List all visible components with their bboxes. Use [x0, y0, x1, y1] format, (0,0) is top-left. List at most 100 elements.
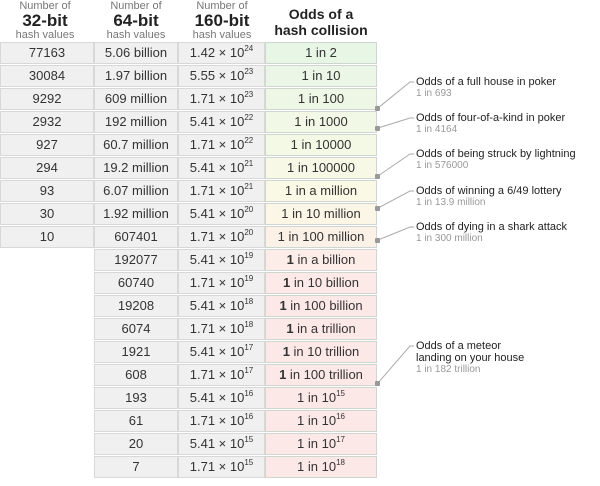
cell-160bit-mantissa: 1.42 × 10: [189, 45, 245, 60]
header-32bit-pre: Number of: [19, 0, 71, 12]
cell-64bit: 60.7 million: [94, 134, 178, 156]
cell-160bit-mantissa: 5.41 × 10: [189, 252, 245, 267]
cell-odds-text: in a billion: [293, 252, 356, 267]
cell-160bit: 1.71 × 1019: [178, 272, 265, 294]
cell-odds-text: in 100 billion: [286, 298, 363, 313]
cell-odds-text: 1 in 10 million: [281, 206, 361, 221]
annotation-marker: [375, 381, 380, 386]
annotation-odds: 1 in 300 million: [416, 233, 483, 244]
annotation: Odds of being struck by lightning 1 in 57…: [416, 148, 600, 172]
cell-160bit-mantissa: 1.71 × 10: [189, 183, 245, 198]
connector-line: [377, 226, 414, 241]
cell-160bit-exponent: 21: [244, 182, 254, 191]
annotation-marker: [375, 106, 380, 111]
cell-64bit: 6.07 million: [94, 180, 178, 202]
cell-odds-bold: 1: [286, 252, 294, 267]
cell-160bit-exponent: 16: [244, 412, 254, 421]
header-32bit-title: 32-bit: [22, 11, 68, 30]
cell-160bit-exponent: 24: [244, 44, 254, 53]
annotation-marker: [375, 206, 380, 211]
header-32bit-post: hash values: [15, 29, 75, 41]
cell-160bit-exponent: 20: [244, 205, 254, 214]
annotation-title: Odds of winning a 6/49 lottery: [416, 185, 562, 197]
cell-odds: 1 in 100: [265, 88, 377, 110]
cell-odds: 1 in 100 trillion: [265, 364, 377, 386]
cell-160bit-mantissa: 1.71 × 10: [189, 413, 245, 428]
cell-odds: 1 in a million: [265, 180, 377, 202]
header-64bit-pre: Number of: [110, 0, 162, 12]
header-64bit-post: hash values: [106, 29, 166, 41]
cell-odds: 1 in 10 trillion: [265, 341, 377, 363]
annotation-marker: [375, 174, 380, 179]
cell-160bit-mantissa: 1.71 × 10: [189, 137, 245, 152]
annotation-title: Odds of being struck by lightning: [416, 148, 576, 160]
cell-odds: 1 in 100 billion: [265, 295, 377, 317]
cell-32bit: 9292: [0, 88, 94, 110]
cell-160bit-mantissa: 5.41 × 10: [189, 206, 245, 221]
connector-line: [377, 153, 414, 177]
header-64bit-title: 64-bit: [113, 11, 159, 30]
cell-160bit-exponent: 22: [244, 136, 254, 145]
cell-160bit-exponent: 15: [244, 435, 254, 444]
cell-160bit: 1.71 × 1016: [178, 410, 265, 432]
cell-odds-text: in 10 trillion: [289, 344, 360, 359]
cell-32bit: 294: [0, 157, 94, 179]
cell-64bit: 7: [94, 456, 178, 478]
cell-odds-text: 1 in 100000: [287, 160, 355, 175]
cell-odds-exponent: 17: [336, 435, 345, 444]
cell-odds-text: 1 in 10: [297, 390, 337, 405]
header-160bit-pre: Number of: [196, 0, 248, 12]
header-odds: Odds of a hash collision: [266, 0, 376, 40]
cell-odds-text: 1 in 100 million: [277, 229, 365, 244]
cell-160bit-mantissa: 1.71 × 10: [189, 275, 245, 290]
annotation: Odds of dying in a shark attack 1 in 300 …: [416, 221, 600, 245]
annotation-odds: 1 in 693: [416, 88, 452, 99]
cell-64bit: 60740: [94, 272, 178, 294]
header-160bit-post: hash values: [192, 29, 252, 41]
cell-160bit: 1.71 × 1017: [178, 364, 265, 386]
cell-160bit-exponent: 18: [244, 297, 254, 306]
annotation: Odds of a full house in poker 1 in 693: [416, 76, 600, 100]
cell-160bit-exponent: 18: [244, 320, 254, 329]
annotation: Odds of four-of-a-kind in poker 1 in 4164: [416, 112, 600, 136]
cell-160bit: 5.41 × 1021: [178, 157, 265, 179]
connector-line: [377, 117, 414, 129]
cell-64bit: 1.97 billion: [94, 65, 178, 87]
cell-odds-bold: 1: [282, 344, 290, 359]
cell-odds-bold: 1: [279, 298, 287, 313]
cell-160bit-mantissa: 1.71 × 10: [189, 91, 245, 106]
cell-160bit-exponent: 19: [244, 251, 254, 260]
cell-160bit-mantissa: 1.71 × 10: [189, 229, 245, 244]
cell-odds: 1 in 1015: [265, 387, 377, 409]
annotation-marker: [375, 238, 380, 243]
cell-odds-exponent: 15: [336, 389, 345, 398]
header-64bit: Number of 64-bit hash values: [94, 0, 178, 41]
cell-160bit-exponent: 22: [244, 113, 254, 122]
header-160bit: Number of 160-bit hash values: [180, 0, 264, 41]
cell-160bit-mantissa: 5.41 × 10: [189, 390, 245, 405]
cell-160bit: 1.71 × 1020: [178, 226, 265, 248]
cell-160bit: 5.41 × 1018: [178, 295, 265, 317]
cell-odds-text: 1 in a million: [284, 183, 358, 198]
annotation: Odds of a meteor landing on your house 1 i…: [416, 340, 600, 376]
cell-32bit: 10: [0, 226, 94, 248]
cell-32bit: 927: [0, 134, 94, 156]
cell-160bit-exponent: 20: [244, 228, 254, 237]
annotation-title: Odds of a meteor: [416, 340, 501, 352]
connector-line: [377, 190, 414, 209]
cell-odds: 1 in 10000: [265, 134, 377, 156]
cell-160bit-exponent: 17: [244, 343, 254, 352]
cell-160bit: 1.42 × 1024: [178, 42, 265, 64]
cell-odds: 1 in 1016: [265, 410, 377, 432]
cell-64bit: 20: [94, 433, 178, 455]
cell-odds: 1 in a trillion: [265, 318, 377, 340]
cell-64bit: 193: [94, 387, 178, 409]
cell-160bit-mantissa: 5.41 × 10: [189, 436, 245, 451]
cell-odds-text: 1 in 10: [301, 68, 341, 83]
connector-line: [377, 345, 414, 384]
cell-160bit: 5.41 × 1017: [178, 341, 265, 363]
cell-64bit: 192 million: [94, 111, 178, 133]
cell-32bit: 93: [0, 180, 94, 202]
cell-160bit: 1.71 × 1023: [178, 88, 265, 110]
cell-odds-text: 1 in 10: [297, 459, 337, 474]
